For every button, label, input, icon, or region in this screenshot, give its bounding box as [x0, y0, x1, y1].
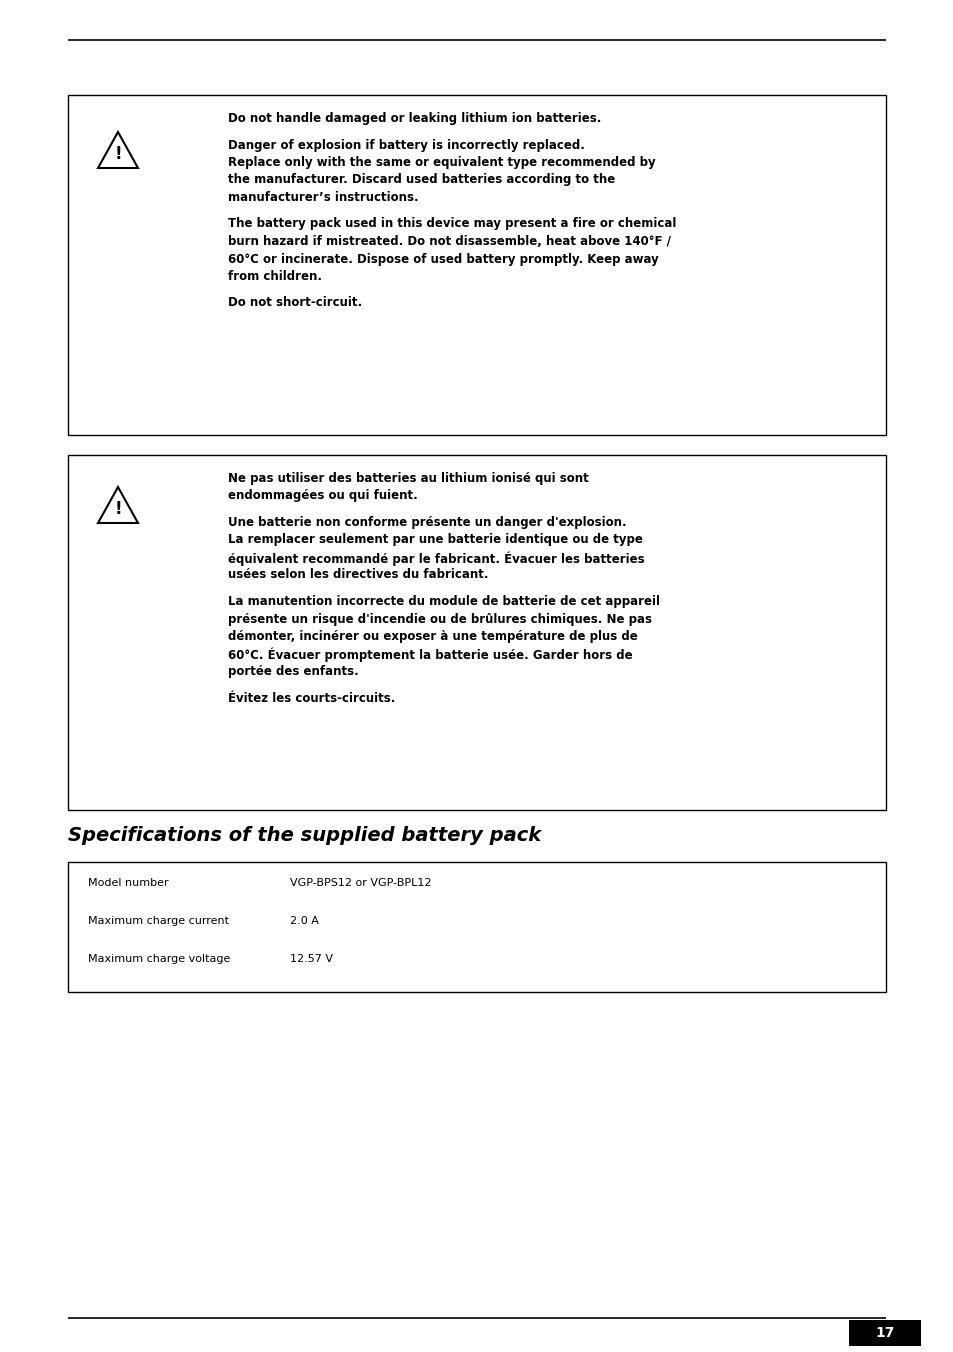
- Text: Ne pas utiliser des batteries au lithium ionisé qui sont: Ne pas utiliser des batteries au lithium…: [228, 472, 588, 485]
- Text: manufacturer’s instructions.: manufacturer’s instructions.: [228, 191, 418, 204]
- Text: VGP-BPS12 or VGP-BPL12: VGP-BPS12 or VGP-BPL12: [290, 877, 431, 888]
- Text: 2.0 A: 2.0 A: [290, 917, 318, 926]
- Text: Maximum charge voltage: Maximum charge voltage: [88, 955, 230, 964]
- Text: 12.57 V: 12.57 V: [290, 955, 333, 964]
- Text: portée des enfants.: portée des enfants.: [228, 665, 358, 677]
- Text: Specifications of the supplied battery pack: Specifications of the supplied battery p…: [68, 826, 540, 845]
- Text: 60°C or incinerate. Dispose of used battery promptly. Keep away: 60°C or incinerate. Dispose of used batt…: [228, 253, 659, 265]
- Text: usées selon les directives du fabricant.: usées selon les directives du fabricant.: [228, 568, 488, 581]
- Text: !: !: [114, 145, 122, 164]
- Text: burn hazard if mistreated. Do not disassemble, heat above 140°F /: burn hazard if mistreated. Do not disass…: [228, 235, 670, 247]
- Bar: [68, 95, 885, 435]
- Text: Évitez les courts-circuits.: Évitez les courts-circuits.: [228, 691, 395, 704]
- Text: !: !: [114, 500, 122, 518]
- Text: Maximum charge current: Maximum charge current: [88, 917, 229, 926]
- Text: Danger of explosion if battery is incorrectly replaced.: Danger of explosion if battery is incorr…: [228, 138, 584, 151]
- Text: Do not short-circuit.: Do not short-circuit.: [228, 296, 362, 310]
- Text: endommagées ou qui fuient.: endommagées ou qui fuient.: [228, 489, 417, 503]
- Bar: [68, 863, 885, 992]
- Text: équivalent recommandé par le fabricant. Évacuer les batteries: équivalent recommandé par le fabricant. …: [228, 552, 644, 565]
- Bar: [848, 1320, 920, 1347]
- Text: Replace only with the same or equivalent type recommended by: Replace only with the same or equivalent…: [228, 155, 655, 169]
- Bar: [68, 456, 885, 810]
- Text: Model number: Model number: [88, 877, 169, 888]
- Text: Do not handle damaged or leaking lithium ion batteries.: Do not handle damaged or leaking lithium…: [228, 112, 600, 124]
- Text: La manutention incorrecte du module de batterie de cet appareil: La manutention incorrecte du module de b…: [228, 595, 659, 608]
- Text: démonter, incinérer ou exposer à une température de plus de: démonter, incinérer ou exposer à une tem…: [228, 630, 638, 644]
- Text: the manufacturer. Discard used batteries according to the: the manufacturer. Discard used batteries…: [228, 173, 615, 187]
- Text: 17: 17: [875, 1326, 894, 1340]
- Text: La remplacer seulement par une batterie identique ou de type: La remplacer seulement par une batterie …: [228, 534, 642, 546]
- Text: présente un risque d'incendie ou de brûlures chimiques. Ne pas: présente un risque d'incendie ou de brûl…: [228, 612, 651, 626]
- Text: 60°C. Évacuer promptement la batterie usée. Garder hors de: 60°C. Évacuer promptement la batterie us…: [228, 648, 632, 662]
- Text: The battery pack used in this device may present a fire or chemical: The battery pack used in this device may…: [228, 218, 676, 230]
- Text: from children.: from children.: [228, 270, 322, 283]
- Text: Une batterie non conforme présente un danger d'explosion.: Une batterie non conforme présente un da…: [228, 516, 626, 529]
